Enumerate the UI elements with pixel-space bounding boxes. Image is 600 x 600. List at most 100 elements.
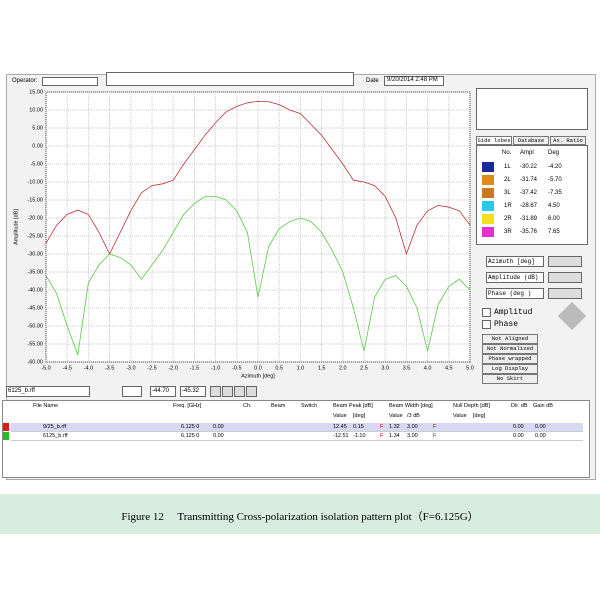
toggle-button[interactable]: No Skirt	[482, 374, 538, 384]
lobe-swatch	[482, 162, 494, 172]
x-tick-label: 2.0	[339, 365, 347, 371]
toggle-button[interactable]: Log Display	[482, 364, 538, 374]
tool-button[interactable]	[222, 386, 233, 397]
file-field[interactable]: 6125_b.rff	[6, 386, 90, 397]
field-button[interactable]	[548, 272, 582, 283]
toggle-button[interactable]: Not Normalized	[482, 344, 538, 354]
nav-pad	[557, 301, 587, 331]
table-subheader: /3 dB	[407, 413, 420, 419]
table-subheader: [deg]	[353, 413, 366, 419]
lobe-cell: 3L	[504, 190, 511, 196]
x-tick-label: -1.0	[211, 365, 220, 371]
y-tick-label: -55.00	[27, 341, 43, 347]
table-cell: 0.00	[513, 433, 524, 439]
table-cell: 3.00	[407, 433, 418, 439]
x-tick-label: 2.5	[360, 365, 368, 371]
field-button[interactable]	[548, 256, 582, 267]
checkbox[interactable]	[482, 320, 491, 329]
lobe-cell: 3R	[504, 229, 512, 235]
tab[interactable]: Side lobes	[476, 136, 512, 145]
table-header: Beam Peak [dB]	[333, 403, 373, 409]
table-subheader: [deg]	[473, 413, 486, 419]
x-tick-label: 3.5	[403, 365, 411, 371]
input-field[interactable]: -45.32	[180, 386, 206, 397]
tab[interactable]: Database	[513, 136, 549, 145]
lobe-header: Deg	[548, 150, 560, 156]
x-tick-label: 0.0	[254, 365, 262, 371]
table-cell: F	[380, 424, 384, 430]
table-cell: 6125_b.rff	[43, 433, 68, 439]
plot: 15.00 10.00 5.00 0.00 -5.00 -10.00 -15.00 -20.0…	[13, 89, 474, 379]
tool-button[interactable]	[234, 386, 245, 397]
table-cell: 12.45	[333, 424, 347, 430]
field[interactable]: Amplitude (dB)	[486, 272, 544, 283]
lobe-cell: 2L	[504, 177, 511, 183]
x-tick-label: 5.0	[466, 365, 474, 371]
y-tick-label: -25.00	[27, 233, 43, 239]
side-panel: Side lobes Database Ax. Ratio No. Ampl Deg 1L -…	[476, 136, 588, 386]
y-tick-label: -45.00	[27, 305, 43, 311]
table-cell: -1.10	[353, 433, 366, 439]
table-cell: F	[433, 424, 437, 430]
y-tick-label: -60.00	[27, 359, 43, 365]
x-axis-label: Azimuth [deg]	[241, 373, 275, 379]
title-input[interactable]	[106, 72, 354, 86]
lobe-cell: -35.76	[520, 229, 538, 235]
date-value: 9/20/2014 2:48 PM	[384, 76, 444, 86]
lobe-cell: -37.42	[520, 190, 538, 196]
table-cell: F	[380, 433, 384, 439]
table-header: Ch.	[243, 403, 252, 409]
input-field[interactable]: -44.70	[150, 386, 176, 397]
table-cell: 0.00	[213, 424, 224, 430]
check-label: Amplitud	[494, 308, 533, 317]
table-header: Dir. dB	[511, 403, 528, 409]
lobe-cell: -30.22	[520, 164, 538, 170]
table-cell: 9/25_b.rff	[43, 424, 67, 430]
y-tick-label: -20.00	[27, 215, 43, 221]
y-tick-label: -30.00	[27, 251, 43, 257]
wave-button[interactable]	[122, 386, 142, 397]
tool-button[interactable]	[210, 386, 221, 397]
series-line	[45, 100, 471, 256]
tool-button[interactable]	[246, 386, 257, 397]
x-tick-label: -5.0	[41, 365, 50, 371]
checkbox[interactable]	[482, 308, 491, 317]
toggle-button[interactable]: Not Aligned	[482, 334, 538, 344]
table-cell: 0.00	[535, 424, 546, 430]
y-tick-label: 15.00	[29, 89, 43, 95]
row-bg	[11, 432, 583, 441]
table-cell: F	[433, 433, 437, 439]
table-header: Null Depth [dB]	[453, 403, 490, 409]
table-cell: 0.00	[513, 424, 524, 430]
lobe-cell: -31.89	[520, 216, 538, 222]
table-subheader: Value	[453, 413, 467, 419]
y-tick-label: -5.00	[30, 161, 43, 167]
row-color	[3, 432, 9, 440]
check-label: Phase	[494, 320, 519, 329]
lobe-header: No.	[502, 150, 512, 156]
field[interactable]: Phase (deg )	[486, 288, 544, 299]
table-header: Gain dB	[533, 403, 553, 409]
row-bg	[11, 423, 583, 432]
field[interactable]: Azimuth [deg]	[486, 256, 544, 267]
lobe-cell: -28.67	[520, 203, 538, 209]
x-tick-label: -1.5	[190, 365, 199, 371]
lobe-cell: -5.70	[548, 177, 562, 183]
table-subheader: Value	[333, 413, 347, 419]
lobe-cell: -7.35	[548, 190, 562, 196]
y-tick-label: -50.00	[27, 323, 43, 329]
operator-label: Operator:	[12, 78, 38, 84]
lobe-swatch	[482, 175, 494, 185]
table-header: Switch	[301, 403, 318, 409]
lobe-cell: 2R	[504, 216, 512, 222]
operator-input[interactable]	[42, 77, 98, 86]
y-tick-label: 10.00	[29, 107, 43, 113]
tab[interactable]: Ax. Ratio	[550, 136, 586, 145]
table-cell: 3.00	[407, 424, 418, 430]
x-tick-label: 1.0	[297, 365, 305, 371]
notes[interactable]	[476, 88, 588, 130]
field-button[interactable]	[548, 288, 582, 299]
toggle-button[interactable]: Phase wrapped	[482, 354, 538, 364]
lobe-cell: -4.20	[548, 164, 562, 170]
table-cell: 1.34	[389, 433, 400, 439]
